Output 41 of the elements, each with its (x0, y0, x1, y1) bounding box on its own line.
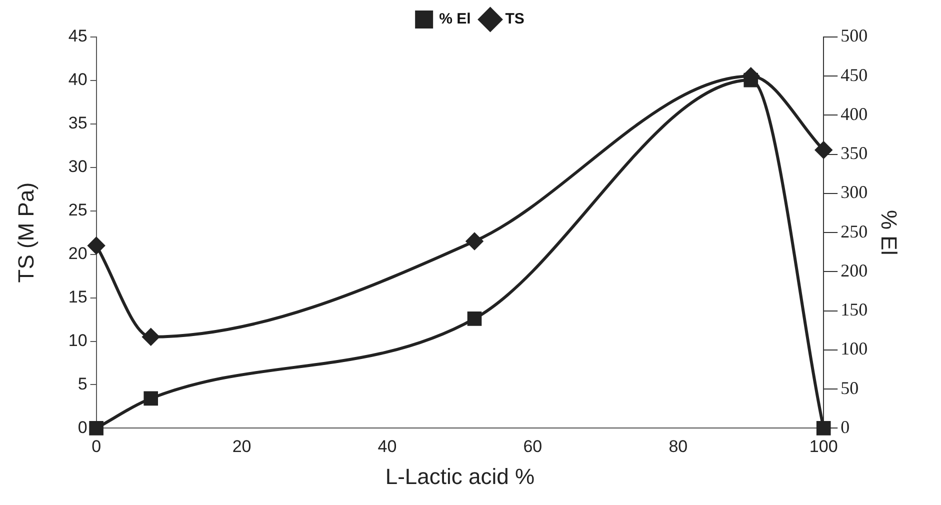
y-tick-label: 25 (68, 200, 88, 220)
y2-tick-label: 350 (840, 143, 868, 164)
y2-tick-label: 150 (840, 300, 868, 320)
y-tick-label: 40 (68, 70, 88, 90)
legend-label: % El (439, 10, 471, 28)
y-tick-label: 30 (68, 157, 88, 176)
y2-tick-label: 300 (840, 182, 868, 202)
point (88, 237, 105, 254)
point (467, 312, 482, 326)
x-tick-label: 100 (809, 437, 838, 456)
y2-tick-label: 200 (840, 260, 868, 280)
y2-tick-label: 50 (840, 378, 859, 398)
x-tick-label: 20 (232, 437, 252, 456)
x-axis-title: L-Lactic acid % (385, 464, 535, 489)
point (142, 328, 160, 346)
legend-label: TS (505, 10, 524, 28)
x-tick-label: 40 (378, 437, 397, 456)
y-tick-label: 5 (78, 374, 88, 394)
point (816, 421, 831, 436)
y2-tick-label: 400 (840, 104, 868, 124)
y-tick-label: 35 (68, 114, 88, 133)
y-axis-title: TS (M Pa) (13, 182, 38, 283)
y2-tick-label: 250 (840, 221, 868, 242)
y-tick-label: 0 (78, 418, 88, 437)
x-tick-label: 60 (523, 437, 542, 456)
y2-tick-label: 500 (840, 26, 868, 46)
x-tick-label: 0 (92, 437, 102, 456)
x-tick-label: 80 (668, 437, 688, 456)
point (815, 142, 832, 159)
point (89, 421, 104, 436)
point (466, 232, 483, 250)
y2-axis-title: % El (876, 210, 902, 256)
y2-tick-label: 100 (840, 338, 868, 359)
y2-tick-label: 450 (840, 64, 868, 85)
y2-tick-label: 0 (840, 416, 850, 437)
y-tick-label: 10 (68, 330, 88, 350)
y-tick-label: 15 (68, 287, 88, 306)
point (744, 72, 758, 88)
y-tick-label: 20 (68, 244, 88, 264)
y-tick-label: 45 (68, 26, 88, 46)
point (144, 391, 158, 406)
